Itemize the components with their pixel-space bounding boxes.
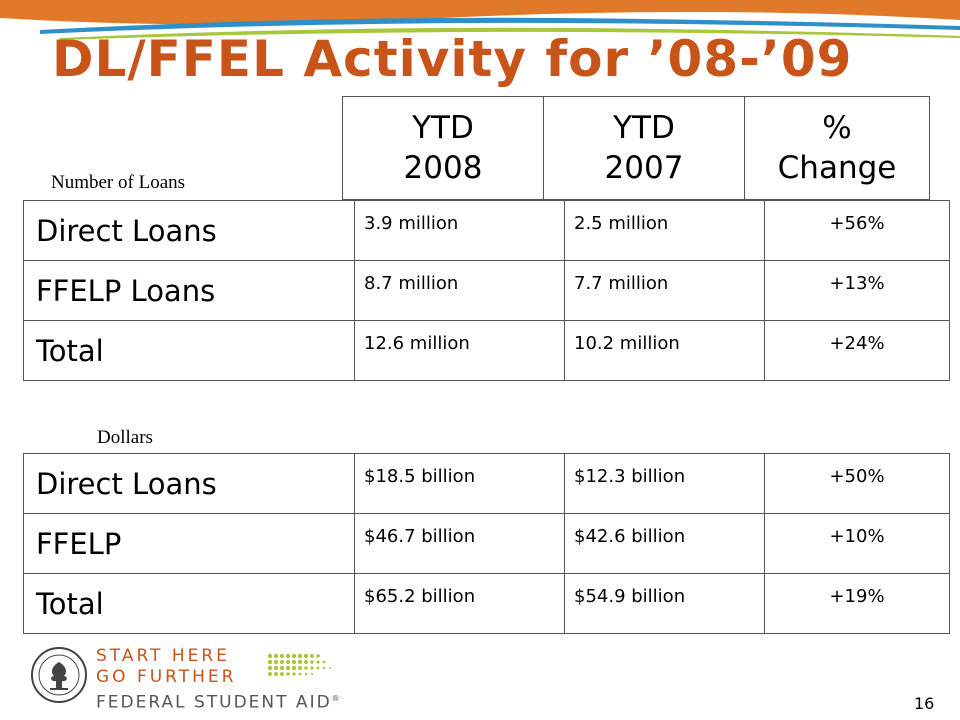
ytd-2008-value: 12.6 million	[364, 333, 470, 354]
change-value: +13%	[829, 273, 885, 294]
ytd-2007-value: 7.7 million	[574, 273, 669, 294]
table-row: Total 12.6 million 10.2 million +24%	[23, 320, 950, 381]
logo-line-federal-student-aid: FEDERAL STUDENT AID®	[96, 692, 342, 713]
column-header-table: YTD 2008 YTD 2007 % Change	[342, 96, 930, 200]
row-name: Total	[23, 573, 355, 634]
ytd-2007-value: $54.9 billion	[574, 586, 686, 607]
header-percent-change: % Change	[744, 96, 930, 200]
ytd-2008-value: $18.5 billion	[364, 466, 476, 487]
change-value: +19%	[829, 586, 885, 607]
row-name: Direct Loans	[23, 200, 355, 261]
federal-student-aid-logo: START HERE GO FURTHER FEDERAL STUDENT AI…	[28, 640, 340, 713]
table-row: Total $65.2 billion $54.9 billion +19%	[23, 573, 950, 634]
change-value: +24%	[829, 333, 885, 354]
ytd-2008-value: 8.7 million	[364, 273, 459, 294]
ytd-2007-value: 2.5 million	[574, 213, 669, 234]
row-name: FFELP	[23, 513, 355, 574]
page-number: 16	[914, 694, 935, 713]
dollars-label: Dollars	[97, 427, 153, 448]
table-row: Direct Loans $18.5 billion $12.3 billion…	[23, 453, 950, 514]
row-name: Total	[23, 320, 355, 381]
row-name: FFELP Loans	[23, 260, 355, 321]
table-row: FFELP Loans 8.7 million 7.7 million +13%	[23, 260, 950, 321]
change-value: +10%	[829, 526, 885, 547]
ytd-2007-value: $12.3 billion	[574, 466, 686, 487]
department-of-education-seal-icon	[31, 647, 87, 703]
row-name: Direct Loans	[23, 453, 355, 514]
dollars-table: Direct Loans $18.5 billion $12.3 billion…	[23, 453, 950, 634]
ytd-2008-value: 3.9 million	[364, 213, 459, 234]
ytd-2008-value: $65.2 billion	[364, 586, 476, 607]
header-ytd-2007: YTD 2007	[543, 96, 745, 200]
number-of-loans-table: Direct Loans 3.9 million 2.5 million +56…	[23, 200, 950, 381]
logo-line-start-here: START HERE	[96, 646, 230, 666]
ytd-2007-value: $42.6 billion	[574, 526, 686, 547]
ytd-2007-value: 10.2 million	[574, 333, 680, 354]
change-value: +50%	[829, 466, 885, 487]
table-row: Direct Loans 3.9 million 2.5 million +56…	[23, 200, 950, 261]
logo-line-go-further: GO FURTHER	[96, 667, 237, 687]
slide-title: DL/FFEL Activity for ’08-’09	[52, 30, 853, 88]
ytd-2008-value: $46.7 billion	[364, 526, 476, 547]
change-value: +56%	[829, 213, 885, 234]
logo-dot-pattern-icon	[267, 653, 331, 676]
header-swoosh-decoration	[0, 0, 960, 40]
number-of-loans-label: Number of Loans	[51, 172, 186, 193]
table-row: FFELP $46.7 billion $42.6 billion +10%	[23, 513, 950, 574]
header-ytd-2008: YTD 2008	[342, 96, 544, 200]
